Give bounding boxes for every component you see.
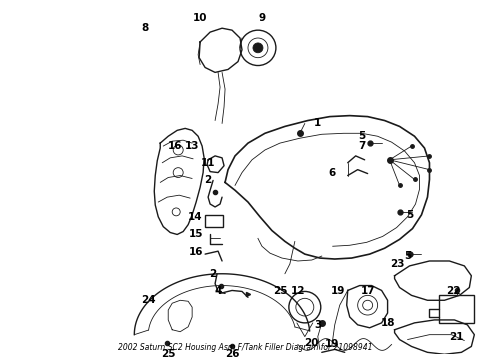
Text: 8: 8 [142,23,149,33]
Text: 23: 23 [391,259,405,269]
Text: 14: 14 [188,212,202,222]
Text: 16: 16 [168,141,182,151]
Text: 26: 26 [225,349,239,359]
Text: 10: 10 [193,13,207,23]
Text: 12: 12 [291,287,305,296]
Text: 20: 20 [305,338,319,347]
Text: 17: 17 [360,287,375,296]
Text: 16: 16 [189,247,203,257]
Text: 11: 11 [201,158,215,168]
Text: 18: 18 [380,318,395,328]
Text: 4: 4 [215,287,222,296]
Circle shape [253,43,263,53]
Text: 9: 9 [258,13,266,23]
Text: 22: 22 [446,287,461,296]
Text: 15: 15 [189,229,203,239]
Text: 7: 7 [358,141,366,151]
Text: 25: 25 [161,349,175,359]
Text: 24: 24 [141,295,156,305]
Text: 5: 5 [358,131,365,141]
Text: 13: 13 [185,141,199,151]
Text: 2: 2 [204,175,212,185]
Bar [205,215,223,226]
Text: 3: 3 [314,320,321,330]
Text: 21: 21 [449,332,464,342]
Text: 1: 1 [314,118,321,129]
Text: 5: 5 [404,251,411,261]
Text: 19: 19 [324,339,339,350]
Text: 5: 5 [406,210,413,220]
Text: 2: 2 [209,269,217,279]
Text: 2002 Saturn SC2 Housing Asm,F/Tank Filler Diagram for 21098941: 2002 Saturn SC2 Housing Asm,F/Tank Fille… [118,343,372,352]
Bar [440,295,474,323]
Text: 19: 19 [331,287,345,296]
Text: 25: 25 [272,287,287,296]
Text: 6: 6 [328,168,335,177]
